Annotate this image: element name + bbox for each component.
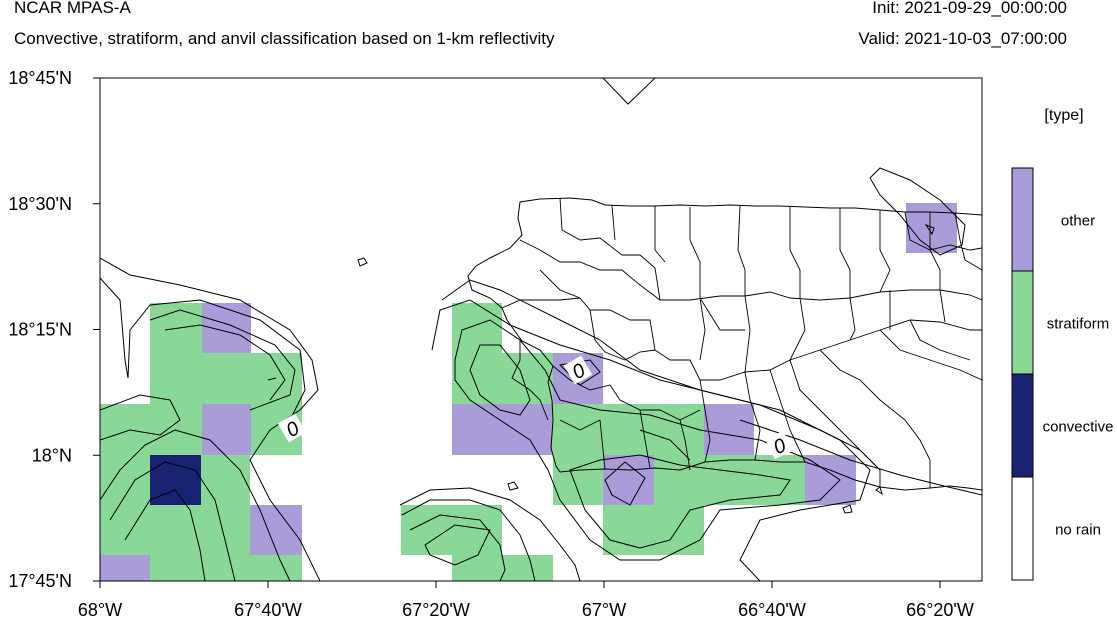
x-tick-label: 67°20'W — [402, 600, 470, 620]
y-tick-label: 18°15'N — [8, 320, 72, 340]
small-island — [507, 481, 519, 491]
x-tick-label: 67°40'W — [234, 600, 302, 620]
municipal-boundaries — [357, 197, 982, 514]
legend-title: [type] — [1044, 107, 1083, 124]
x-tick-label: 66°40'W — [738, 600, 806, 620]
legend-label: convective — [1043, 419, 1114, 436]
legend-label: other — [1061, 213, 1095, 230]
legend-swatch — [1011, 373, 1034, 478]
y-tick-label: 17°45'N — [8, 571, 72, 591]
y-tick-label: 18°30'N — [8, 194, 72, 214]
contour-labels: 0 0 0 — [277, 355, 793, 460]
plot-subtitle: Convective, stratiform, and anvil classi… — [14, 29, 555, 48]
y-tick-label: 18°45'N — [8, 68, 72, 88]
x-tick-label: 67°W — [582, 600, 626, 620]
plot-title: NCAR MPAS-A — [14, 0, 131, 17]
reflectivity-contours — [100, 78, 982, 581]
y-tick-label: 18°N — [32, 445, 72, 465]
other-cells-west — [100, 303, 302, 581]
valid-time: Valid: 2021-10-03_07:00:00 — [858, 29, 1067, 48]
classification-cells — [100, 203, 957, 581]
legend-swatch — [1011, 476, 1034, 581]
x-tick-label: 68°W — [78, 600, 122, 620]
x-tick-label: 66°20'W — [906, 600, 974, 620]
small-island — [357, 257, 368, 267]
legend-swatch — [1011, 270, 1034, 375]
stratiform-cells-central — [452, 303, 805, 555]
stratiform-cells-south — [401, 505, 553, 581]
legend-swatch — [1011, 167, 1034, 272]
small-island — [842, 504, 853, 514]
island-outline — [467, 197, 982, 491]
legend-label: stratiform — [1047, 316, 1110, 333]
convective-cell — [150, 455, 201, 505]
small-island — [875, 486, 883, 496]
legend: [type] other stratiform convective no rain — [1011, 107, 1114, 581]
map-axes: 68°W 67°40'W 67°20'W 67°W 66°40'W 66°20'W 18°4… — [8, 68, 974, 620]
legend-label: no rain — [1055, 522, 1101, 539]
init-time: Init: 2021-09-29_00:00:00 — [872, 0, 1067, 17]
